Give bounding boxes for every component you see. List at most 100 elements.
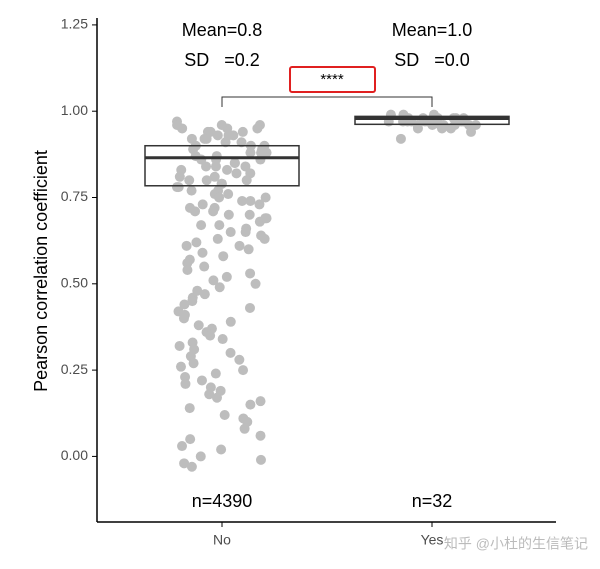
jitter-point [237,126,248,137]
jitter-point [204,389,215,400]
jitter-point [245,268,256,279]
mean-label: Mean=0.8 [182,20,263,40]
jitter-point [191,237,202,248]
jitter-point [178,313,189,324]
jitter-point [212,233,223,244]
jitter-point [222,164,233,175]
jitter-point [175,361,186,372]
jitter-point [173,182,184,193]
jitter-point [196,375,207,386]
y-tick-label: 1.00 [61,102,88,118]
jitter-point [259,233,270,244]
jitter-point [245,195,256,206]
jitter-point [223,209,234,220]
jitter-point [225,316,236,327]
jitter-point [208,275,219,286]
jitter-point [223,189,234,200]
jitter-point [201,175,212,186]
jitter-point [260,192,271,203]
jitter-point [237,195,248,206]
jitter-point [256,147,267,158]
jitter-point [195,451,206,462]
jitter-point [217,334,228,345]
jitter-point [210,161,221,172]
jitter-point [221,271,232,282]
jitter-point [236,137,247,148]
jitter-point [239,423,250,434]
jitter-point [185,434,196,445]
y-tick-label: 0.25 [61,361,88,377]
jitter-point [186,461,197,472]
jitter-point [225,227,236,238]
jitter-point [211,392,222,403]
jitter-point [254,199,265,210]
y-tick-label: 0.50 [61,275,88,291]
jitter-point [186,185,197,196]
y-tick-label: 0.00 [61,447,88,463]
jitter-point [216,444,227,455]
jitter-point [395,133,406,144]
jitter-point [250,278,261,289]
jitter-point [255,454,266,465]
jitter-point [181,240,192,251]
jitter-point [210,368,221,379]
jitter-point [245,147,256,158]
jitter-point [214,220,225,231]
jitter-point [184,175,195,186]
jitter-point [223,130,234,141]
jitter-point [180,378,191,389]
jitter-point [196,220,207,231]
jitter-point [218,251,229,262]
jitter-point [199,289,210,300]
box [354,115,510,126]
jitter-point [214,192,225,203]
jitter-point [174,340,185,351]
jitter-point [199,133,210,144]
jitter-point [219,409,230,420]
jitter-point [182,265,193,275]
jitter-point [212,130,223,141]
jitter-point [197,247,208,258]
jitter-point [225,347,236,358]
jitter-point [244,302,255,313]
significance-bracket [221,96,433,107]
jitter-point [172,120,183,131]
jitter-point [179,458,190,469]
sd-label: SD =0.2 [184,50,260,70]
jitter-point [216,120,227,131]
jitter-point [261,213,272,224]
jitter-point [177,441,188,452]
jitter-point [245,399,256,410]
highlight-box [289,66,376,93]
y-tick-label: 1.25 [61,16,88,32]
jitter-point [234,354,245,365]
jitter-point [196,154,207,165]
jitter-point [234,240,245,251]
jitter-point [205,330,216,341]
jitter-point [197,199,208,210]
jitter-point [184,202,195,213]
significance: **** [320,71,344,88]
jitter-point [229,157,240,168]
n-label: n=4390 [192,491,253,511]
jitter-point [241,175,252,186]
jitter-point [238,365,249,376]
n-label: n=32 [412,491,453,511]
jitter-point [179,299,190,310]
y-tick-label: 0.75 [61,188,88,204]
watermark: 知乎 @小杜的生信笔记 [444,536,588,552]
jitter-point [184,403,195,414]
mean-label: Mean=1.0 [392,20,473,40]
jitter-point [174,171,185,182]
x-tick-label: Yes [421,532,444,548]
jitter-point [193,320,204,331]
y-axis-label: Pearson correlation coefficient [31,150,51,392]
jitter-point [243,244,254,255]
jitter-point [209,171,220,182]
jitter-point [240,227,251,238]
jitter-point [255,430,266,441]
jitter-point [214,282,225,293]
box [144,144,300,187]
jitter-point [244,209,255,220]
